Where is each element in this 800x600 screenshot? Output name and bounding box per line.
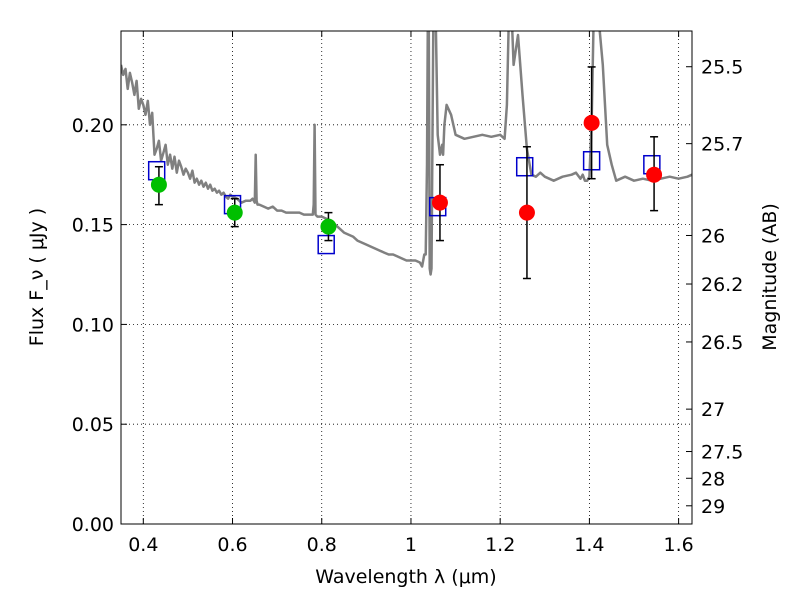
y-tick-label: 0.10 [72,314,114,336]
green-data-point [226,204,243,221]
mag-tick-label: 26 [701,225,725,247]
x-tick-label: 0.8 [307,534,337,556]
y-tick-label: 0.15 [72,215,114,237]
y2-axis-label: Magnitude (AB) [759,203,781,351]
y-axis-label: Flux F_ν ( μJy ) [26,208,48,346]
x-tick-label: 0.4 [128,534,158,556]
red-data-point [646,166,663,183]
red-data-point [431,194,448,211]
mag-tick-label: 26.2 [701,274,743,296]
mag-tick-label: 25.5 [701,57,743,79]
green-data-point [150,176,167,193]
red-data-point [518,204,535,221]
mag-tick-label: 27 [701,399,725,421]
data-points-layer [147,66,663,280]
mag-tick-label: 29 [701,496,725,518]
x-tick-label: 1.4 [574,534,604,556]
axes-layer: 0.4 0.6 0.8 1 1.2 1.4 1.6 0.00 0.05 0.10 0.15 0.20 2… [72,31,743,556]
mag-tick-label: 27.5 [701,442,743,464]
y-tick-label: 0.00 [72,514,114,536]
model-square-point [317,234,335,255]
model-spectrum-line [121,31,692,276]
x-tick-label: 0.6 [217,534,247,556]
model-spectrum-layer [121,31,692,276]
grid-lines [121,31,692,525]
mag-tick-label: 26.5 [701,332,743,354]
y-tick-label: 0.05 [72,414,114,436]
red-data-point [583,114,600,131]
plot-frame [120,30,693,525]
green-data-point [320,218,337,235]
mag-tick-label: 28 [701,468,725,490]
model-square-point [515,156,534,177]
x-axis-label: Wavelength λ (μm) [315,566,496,588]
mag-tick-label: 25.7 [701,134,743,156]
x-tick-label: 1.6 [664,534,694,556]
x-tick-label: 1 [405,534,417,556]
x-tick-label: 1.2 [485,534,515,556]
y-tick-label: 0.20 [72,115,114,137]
